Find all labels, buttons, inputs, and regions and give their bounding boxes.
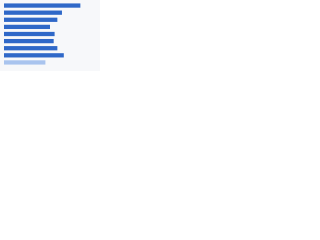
chart	[0, 0, 100, 71]
bar	[4, 38, 54, 44]
bar	[4, 60, 46, 65]
bar	[4, 24, 50, 30]
bar	[4, 53, 64, 58]
bar	[4, 46, 58, 51]
bar	[4, 31, 55, 37]
bar	[4, 10, 62, 15]
bar	[4, 17, 58, 22]
bar	[4, 3, 81, 8]
